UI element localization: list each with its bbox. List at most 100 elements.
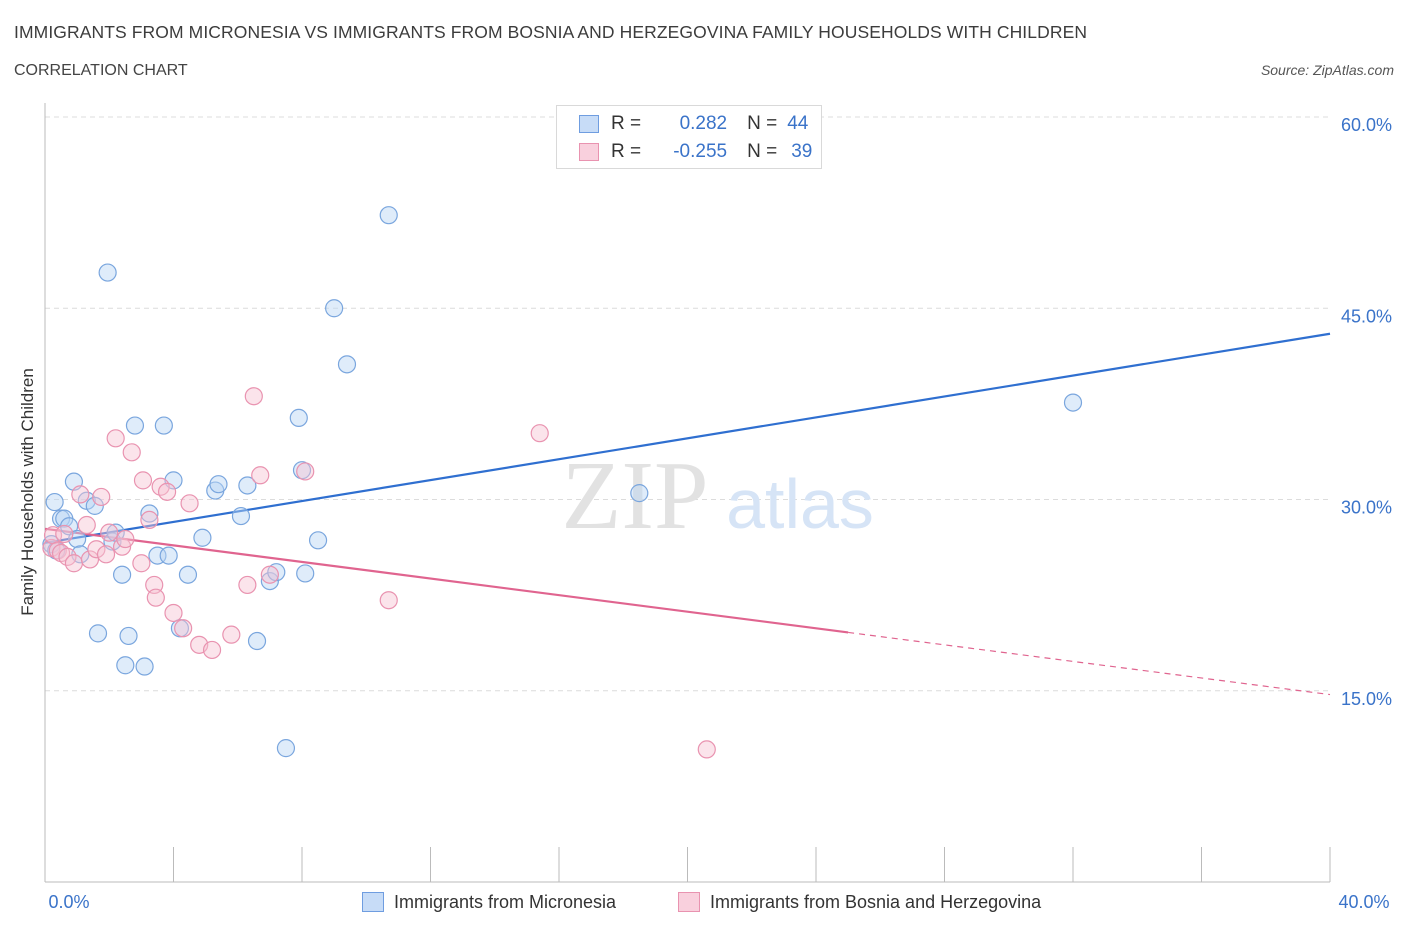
point-bosnia [140,510,159,530]
point-bosnia [202,640,222,660]
legend-r-label: R = [611,141,642,162]
point-bosnia [64,554,84,573]
point-micronesia [116,656,135,675]
point-bosnia [222,625,241,644]
point-micronesia [159,546,178,565]
point-micronesia [1063,393,1083,412]
data-points [42,206,1083,759]
point-bosnia [697,740,716,759]
series-label-bosnia: Immigrants from Bosnia and Herzegovina [710,891,1042,912]
point-micronesia [308,531,328,550]
point-bosnia [80,550,100,569]
point-micronesia [247,631,267,651]
series-label-micronesia: Immigrants from Micronesia [394,891,617,912]
legend-r-value: 0.282 [679,113,728,134]
x-ticks [173,847,1331,882]
stats-legend: R = 0.282 N = 44 R = -0.255 N = 39 [556,105,822,169]
point-micronesia [88,624,108,643]
point-bosnia [122,443,141,462]
point-micronesia [276,739,296,758]
point-bosnia [132,554,151,573]
point-bosnia [260,565,279,584]
point-bosnia [180,494,199,513]
y-tick-label: 45.0% [1341,306,1392,326]
chart-subtitle: CORRELATION CHART [14,62,188,79]
source-label: Source: ZipAtlas.com [1260,62,1394,78]
legend-row-bosnia: R = -0.255 N = 39 [579,139,812,165]
point-bosnia [174,619,193,638]
point-bosnia [96,545,116,564]
legend-r-value: -0.255 [673,141,728,162]
point-bosnia [133,471,153,490]
point-bosnia [55,524,74,544]
legend-r-label: R = [611,113,642,134]
watermark-atlas: atlas [726,465,874,543]
legend-swatch-pink [579,143,599,161]
point-bosnia [106,429,125,448]
point-micronesia [85,496,104,515]
legend-n-value: 39 [791,141,813,162]
legend-n-label: N = [747,113,778,134]
point-bosnia [238,575,257,595]
point-micronesia [231,506,251,526]
point-micronesia [98,263,117,282]
point-bosnia [164,603,183,623]
point-bosnia [244,387,263,406]
legend-row-micronesia: R = 0.282 N = 44 [579,111,808,137]
point-micronesia [289,408,308,427]
point-bosnia [530,424,549,443]
x-tick-label-min: 0.0% [48,892,89,912]
point-bosnia [146,588,165,607]
point-bosnia [87,540,106,559]
point-micronesia [337,355,357,374]
watermark: ZIP atlas [562,442,874,550]
x-tick-label-max: 40.0% [1338,892,1389,912]
chart-title: IMMIGRANTS FROM MICRONESIA VS IMMIGRANTS… [14,22,1088,42]
point-micronesia [630,484,649,503]
point-bosnia [77,515,96,535]
point-micronesia [112,565,132,584]
y-tick-label: 60.0% [1341,115,1392,135]
y-tick-label: 30.0% [1341,498,1392,518]
point-bosnia [92,487,111,507]
point-bosnia [157,482,177,501]
point-micronesia [238,476,257,495]
point-micronesia [119,626,138,646]
point-bosnia [100,523,119,542]
trend-line-solid [44,527,849,634]
point-micronesia [135,657,154,676]
point-bosnia [296,462,315,481]
point-micronesia [154,416,173,435]
y-tick-labels: 15.0% 30.0% 45.0% 60.0% [1341,115,1392,709]
trend-line [44,332,1331,544]
point-bosnia [251,466,270,485]
point-bosnia [379,591,398,610]
series-legend-bosnia: Immigrants from Bosnia and Herzegovina [678,888,1041,916]
y-tick-label: 15.0% [1341,689,1392,709]
legend-n-value: 44 [787,113,809,134]
series-legend-micronesia: Immigrants from Micronesia [362,888,616,916]
point-micronesia [178,565,198,584]
series-swatch-blue [362,892,384,912]
watermark-zip: ZIP [562,442,709,550]
point-micronesia [140,504,159,523]
legend-n-label: N = [747,141,778,162]
trend-lines [44,332,1331,696]
point-micronesia [193,528,212,547]
point-micronesia [379,206,398,225]
legend-swatch-blue [579,115,599,133]
point-bosnia [48,541,67,560]
point-micronesia [260,571,279,591]
point-micronesia [209,475,228,494]
point-bosnia [71,485,90,504]
point-bosnia [116,529,135,549]
point-micronesia [125,416,145,435]
trend-line-dashed [848,631,1331,696]
series-swatch-pink [678,892,700,912]
point-micronesia [45,492,64,512]
gridlines [45,116,1330,692]
point-micronesia [296,564,315,583]
y-axis-label: Family Households with Children [18,368,37,616]
point-micronesia [325,299,344,318]
